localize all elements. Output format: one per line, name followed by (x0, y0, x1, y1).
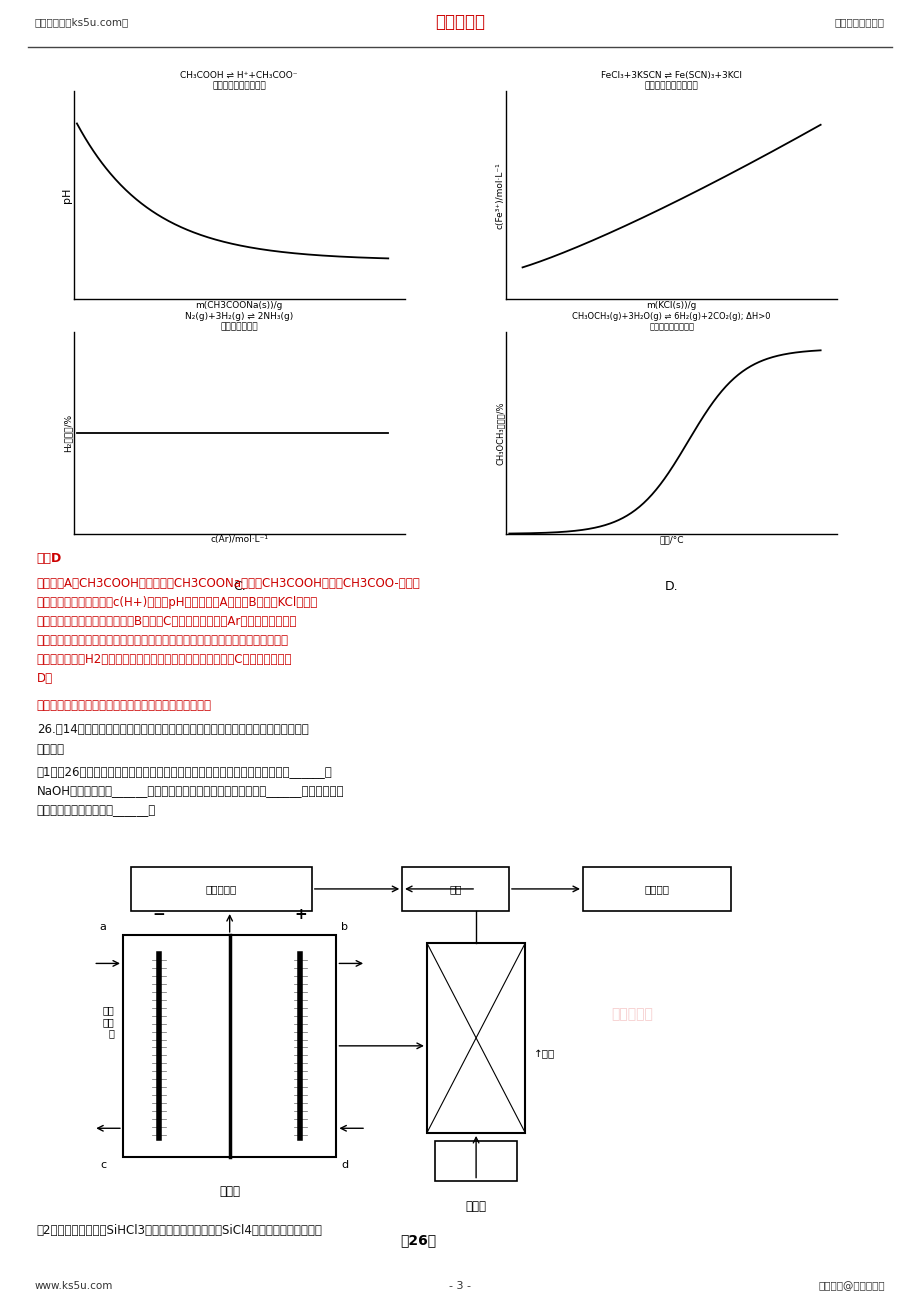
Text: （1）题26图是离子交换膜法电解饱和食盐水示意图，电解槽阳极产生的气体是______；: （1）题26图是离子交换膜法电解饱和食盐水示意图，电解槽阳极产生的气体是____… (37, 766, 332, 779)
X-axis label: m(KCl(s))/g: m(KCl(s))/g (646, 301, 696, 310)
Text: 体系无影响，化学平衡不移动，B错误；C项恒温恒压，加入Ar，各反应物的物质: 体系无影响，化学平衡不移动，B错误；C项恒温恒压，加入Ar，各反应物的物质 (37, 615, 297, 628)
Y-axis label: pH: pH (62, 187, 72, 203)
Text: （2）多晶硅主要采用SiHCl3还原工艺生产，其副产物SiCl4的综合利用收到广泛关: （2）多晶硅主要采用SiHCl3还原工艺生产，其副产物SiCl4的综合利用收到广… (37, 1224, 323, 1237)
Y-axis label: CH₃OCH₃转化率/%: CH₃OCH₃转化率/% (495, 401, 504, 465)
Bar (583, 867, 730, 911)
Text: ↑循环: ↑循环 (533, 1049, 554, 1059)
Text: 高考资源网（ks5u.com）: 高考资源网（ks5u.com） (35, 17, 129, 27)
Title: CH₃COOH ⇌ H⁺+CH₃COO⁻
（忽略溶液体积变化）: CH₃COOH ⇌ H⁺+CH₃COO⁻ （忽略溶液体积变化） (180, 72, 298, 90)
Text: 答案D: 答案D (37, 552, 62, 565)
Bar (123, 935, 336, 1156)
Text: 多晶硅。: 多晶硅。 (37, 742, 64, 755)
Bar (402, 867, 508, 911)
Text: a: a (99, 922, 107, 932)
X-axis label: c(Ar)/mol·L⁻¹: c(Ar)/mol·L⁻¹ (210, 535, 268, 544)
Text: 高考资源网: 高考资源网 (610, 1008, 652, 1021)
Text: 增大方向移动，H2的改变量减小，起始量不变，转化率减小，C错误；大暗暗选: 增大方向移动，H2的改变量减小，起始量不变，转化率减小，C错误；大暗暗选 (37, 652, 292, 665)
Text: D.: D. (664, 581, 677, 594)
Text: www.ks5u.com: www.ks5u.com (35, 1281, 113, 1290)
Text: - 3 -: - 3 - (448, 1281, 471, 1290)
Text: 高考资源网: 高考资源网 (435, 13, 484, 31)
Text: NaOH溶液的出口为______（填字母）；精制饱和食盐水的进口为______（填字母）；: NaOH溶液的出口为______（填字母）；精制饱和食盐水的进口为______（… (37, 785, 344, 798)
Text: 【解析】A项CH3COOH溶液中加入CH3COONa固体，CH3COOH溶液中CH3COO-浓度增: 【解析】A项CH3COOH溶液中加入CH3COONa固体，CH3COOH溶液中C… (37, 577, 420, 590)
Text: 电解槽: 电解槽 (219, 1185, 240, 1198)
Text: −: − (153, 907, 165, 922)
Text: +: + (293, 907, 306, 922)
Text: b: b (341, 922, 348, 932)
X-axis label: m(CH3COONa(s))/g: m(CH3COONa(s))/g (196, 301, 282, 310)
Text: D。: D。 (37, 672, 53, 685)
X-axis label: 温度/°C: 温度/°C (659, 535, 683, 544)
Text: 加，电离平衡逆向移动，c(H+)减小，pH逐渐增大，A错误；B项加入KCl对平衡: 加，电离平衡逆向移动，c(H+)减小，pH逐渐增大，A错误；B项加入KCl对平衡 (37, 596, 318, 609)
Text: C.: C. (233, 581, 245, 594)
Text: 26.（14分）工业上电解饱和食盐水能制取多种化工原料，其中部分原料可用于制备: 26.（14分）工业上电解饱和食盐水能制取多种化工原料，其中部分原料可用于制备 (37, 724, 308, 737)
Text: 【考点分析】本题考查化学平衡的移动与化学平衡图像。: 【考点分析】本题考查化学平衡的移动与化学平衡图像。 (37, 699, 211, 712)
Text: 冷却: 冷却 (448, 884, 461, 894)
Bar (426, 943, 525, 1133)
Y-axis label: c(Fe³⁺)/mol·L⁻¹: c(Fe³⁺)/mol·L⁻¹ (495, 161, 504, 229)
Text: 的量不变，体积变大，各物质的量浓度成倍减小（等效于减压），化学平衡朝体积: 的量不变，体积变大，各物质的量浓度成倍减小（等效于减压），化学平衡朝体积 (37, 634, 289, 647)
Title: N₂(g)+3H₂(g) ⇌ 2NH₃(g)
（恒温，恒压）: N₂(g)+3H₂(g) ⇌ 2NH₃(g) （恒温，恒压） (185, 312, 293, 331)
Title: CH₃OCH₃(g)+3H₂O(g) ⇌ 6H₂(g)+2CO₂(g); ΔH>0
（密闭容器，恒压）: CH₃OCH₃(g)+3H₂O(g) ⇌ 6H₂(g)+2CO₂(g); ΔH>… (572, 312, 770, 331)
Text: 题26图: 题26图 (400, 1233, 437, 1247)
Text: A.: A. (233, 348, 245, 361)
Text: 干燥塔中应使用的液体是______。: 干燥塔中应使用的液体是______。 (37, 803, 156, 816)
Text: 您身边的高考专家: 您身边的高考专家 (834, 17, 884, 27)
Bar (435, 1141, 516, 1181)
Text: 离子
交换
膜: 离子 交换 膜 (103, 1005, 115, 1039)
Text: c: c (100, 1160, 107, 1170)
Text: B.: B. (664, 348, 677, 361)
Text: 版权所有@高考资源网: 版权所有@高考资源网 (818, 1281, 884, 1290)
Title: FeCl₃+3KSCN ⇌ Fe(SCN)₃+3KCl
（忽略溶液体积变化）: FeCl₃+3KSCN ⇌ Fe(SCN)₃+3KCl （忽略溶液体积变化） (600, 72, 742, 90)
Text: d: d (341, 1160, 348, 1170)
Y-axis label: H₂转化率/%: H₂转化率/% (63, 414, 72, 452)
Bar (131, 867, 312, 911)
Text: 水洗、冷却: 水洗、冷却 (206, 884, 237, 894)
Text: 干燥塔: 干燥塔 (465, 1199, 486, 1212)
Text: 化工产品: 化工产品 (643, 884, 669, 894)
